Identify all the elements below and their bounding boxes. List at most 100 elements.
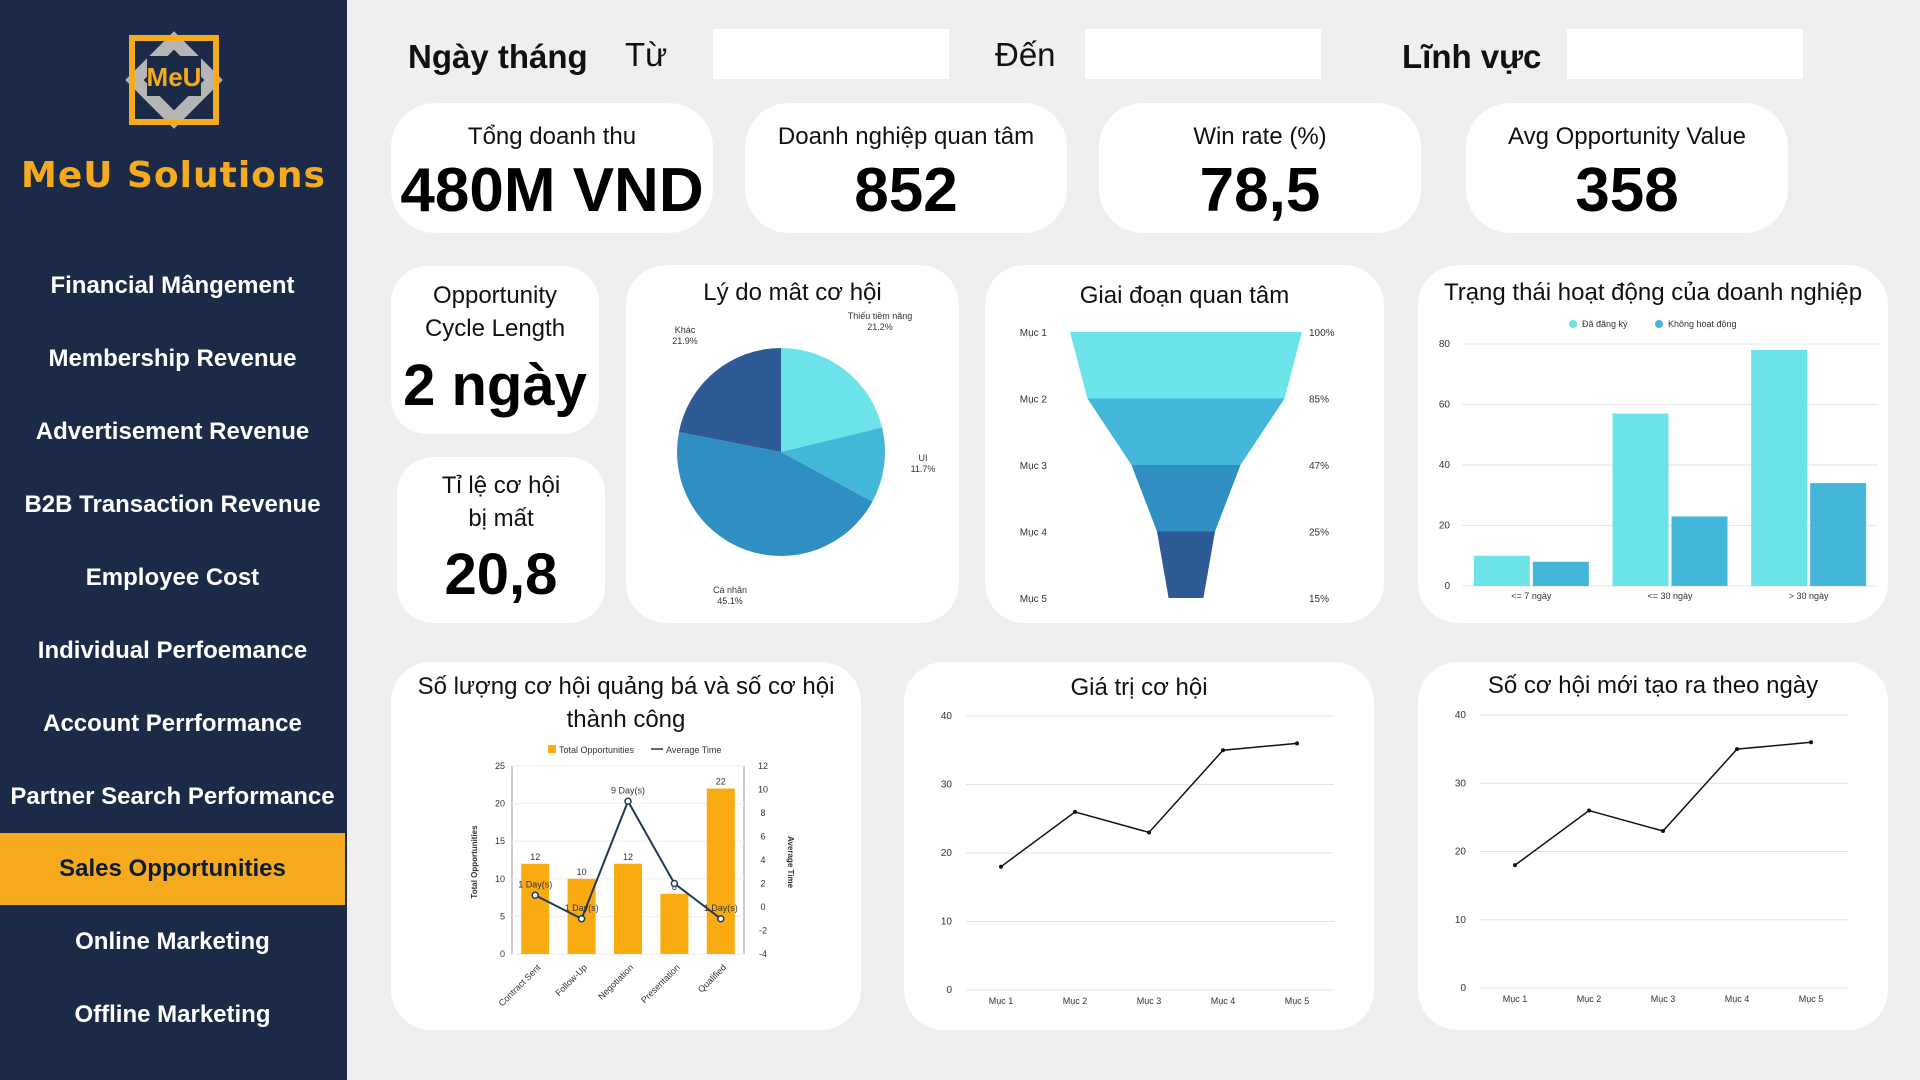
kpi-label: Cycle Length bbox=[424, 315, 566, 342]
funnel-segment bbox=[1087, 398, 1285, 465]
date-filter-label: Ngày tháng bbox=[408, 38, 588, 75]
bar-value-label: 10 bbox=[577, 867, 587, 877]
nav-partner-search-performance[interactable]: Partner Search Performance bbox=[10, 783, 335, 810]
x-tick-label: Mục 2 bbox=[1063, 996, 1088, 1006]
funnel-value-label: 25% bbox=[1309, 528, 1329, 539]
x-tick-label: Mục 1 bbox=[1503, 994, 1528, 1004]
y-right-tick-label: 6 bbox=[760, 832, 765, 842]
field-input[interactable] bbox=[1567, 29, 1803, 79]
chart-title: Giai đoạn quan tâm bbox=[1079, 282, 1290, 309]
y-left-tick-label: 10 bbox=[495, 874, 505, 884]
y-tick-label: 30 bbox=[1455, 778, 1467, 789]
bar bbox=[706, 788, 735, 954]
opportunity-combo-chart-card: Số lượng cơ hội quảng bá và số cơ hội th… bbox=[391, 662, 861, 1030]
x-tick-label: Mục 3 bbox=[1137, 996, 1162, 1006]
bar-value-label: 22 bbox=[716, 777, 726, 787]
y-tick-label: 0 bbox=[1460, 983, 1466, 994]
nav-financial-management[interactable]: Financial Mângement bbox=[50, 272, 295, 299]
line-point bbox=[670, 879, 679, 888]
chart-title: Số cơ hội mới tạo ra theo ngày bbox=[1487, 672, 1819, 699]
chart-title: Lý do mât cơ hội bbox=[703, 279, 882, 306]
legend-marker bbox=[1655, 320, 1663, 328]
x-tick-label: > 30 ngày bbox=[1789, 591, 1829, 601]
kpi-avg-opportunity-value: Avg Opportunity Value 358 bbox=[1466, 103, 1788, 233]
nav-individual-performance[interactable]: Individual Perfoemance bbox=[37, 637, 308, 664]
lost-reason-chart-card: Lý do mât cơ hội Thiếu tiềm năng 21.2% UI 1… bbox=[626, 265, 959, 623]
y-right-tick-label: 10 bbox=[758, 785, 768, 795]
nav-sales-opportunities[interactable]: Sales Opportunities bbox=[0, 833, 345, 905]
y-right-tick-label: 12 bbox=[758, 761, 768, 771]
x-tick-label: Mục 1 bbox=[989, 996, 1014, 1006]
field-filter-label: Lĩnh vực bbox=[1402, 38, 1542, 75]
line-point-label: 9 Day(s) bbox=[611, 785, 645, 795]
pie-slice-label: 21.9% bbox=[672, 336, 698, 346]
line-point bbox=[1073, 809, 1077, 814]
funnel-value-label: 15% bbox=[1309, 594, 1329, 605]
bar bbox=[1810, 483, 1867, 586]
new-opportunities-chart-card: Số cơ hội mới tạo ra theo ngày 0 10 20 30 40… bbox=[1418, 662, 1888, 1030]
kpi-label: Doanh nghiệp quan tâm bbox=[777, 123, 1035, 150]
kpi-value: 2 ngày bbox=[403, 353, 587, 418]
nav-employee-cost[interactable]: Employee Cost bbox=[85, 564, 260, 591]
y-tick-label: 40 bbox=[941, 711, 953, 722]
x-tick-label: Mục 4 bbox=[1211, 996, 1236, 1006]
brand-logo: MeU bbox=[108, 14, 240, 146]
legend-label: Average Time bbox=[666, 745, 721, 755]
line-point bbox=[531, 891, 539, 899]
kpi-label: Win rate (%) bbox=[1193, 123, 1327, 150]
y-right-tick-label: 4 bbox=[760, 855, 765, 865]
status-bar-chart: 0 20 40 60 80 Đã đăng ký Không hoạt động <= 7 n… bbox=[1439, 319, 1878, 601]
y-left-axis-label: Total Opportunities bbox=[470, 825, 479, 899]
line-point bbox=[1295, 741, 1299, 746]
y-left-tick-label: 0 bbox=[500, 949, 505, 959]
y-right-tick-label: 0 bbox=[760, 902, 765, 912]
funnel-segment bbox=[1070, 332, 1302, 399]
y-tick-label: 40 bbox=[1455, 710, 1467, 721]
funnel-segment bbox=[1131, 465, 1241, 532]
nav-advertisement-revenue[interactable]: Advertisement Revenue bbox=[35, 418, 310, 445]
y-tick-label: 10 bbox=[941, 917, 953, 928]
y-tick-label: 0 bbox=[946, 985, 952, 996]
bar-value-label: 12 bbox=[530, 852, 540, 862]
y-tick-label: 60 bbox=[1439, 400, 1451, 411]
nav-membership-revenue[interactable]: Membership Revenue bbox=[48, 345, 297, 372]
sidebar: MeU MeU Solutions Financial Mângement Me… bbox=[0, 0, 347, 1080]
nav-account-performance[interactable]: Account Perrformance bbox=[43, 710, 302, 737]
pie-slice-label: 11.7% bbox=[911, 464, 936, 474]
company-status-chart-card: Trạng thái hoạt động của doanh nghiệp 0 2… bbox=[1418, 265, 1888, 623]
y-tick-label: 10 bbox=[1455, 915, 1467, 926]
funnel-value-label: 85% bbox=[1309, 395, 1329, 406]
line-point bbox=[1147, 830, 1151, 835]
logo-text: MeU bbox=[147, 62, 202, 92]
y-tick-label: 40 bbox=[1439, 460, 1451, 471]
y-tick-label: 20 bbox=[941, 848, 953, 859]
pie-slice-name: Cá nhân bbox=[713, 585, 747, 595]
pie-slice bbox=[781, 427, 885, 502]
line-chart: 0 10 20 30 40 Mục 1 Mục 2 Mục 3 Mục 4 Mục 5 bbox=[941, 711, 1334, 1006]
nav-online-marketing[interactable]: Online Marketing bbox=[75, 928, 270, 955]
kpi-lost-opportunity-rate: Tỉ lệ cơ hội bị mất 20,8 bbox=[397, 457, 605, 623]
from-label: Từ bbox=[625, 36, 668, 73]
chart-title: Giá trị cơ hội bbox=[1070, 674, 1208, 701]
line-point bbox=[1735, 747, 1739, 752]
x-tick-label: <= 30 ngày bbox=[1647, 591, 1693, 601]
x-tick-label: Mục 4 bbox=[1725, 994, 1750, 1004]
kpi-label: bị mất bbox=[468, 505, 534, 532]
funnel-stage-label: Mục 4 bbox=[1020, 528, 1048, 539]
line-point bbox=[999, 864, 1003, 869]
y-right-tick-label: 2 bbox=[760, 879, 765, 889]
kpi-value: 852 bbox=[854, 156, 958, 225]
x-tick-label: Mục 3 bbox=[1651, 994, 1676, 1004]
nav-offline-marketing[interactable]: Offline Marketing bbox=[74, 1001, 271, 1028]
x-tick-label: Mục 5 bbox=[1799, 994, 1824, 1004]
funnel-value-label: 47% bbox=[1309, 461, 1329, 472]
from-date-input[interactable] bbox=[713, 29, 949, 79]
y-tick-label: 20 bbox=[1439, 521, 1451, 532]
pie-slice-name: Thiếu tiềm năng bbox=[848, 311, 913, 321]
kpi-label: Avg Opportunity Value bbox=[1508, 123, 1746, 150]
funnel-stage-label: Mục 3 bbox=[1020, 461, 1048, 472]
nav-b2b-transaction-revenue[interactable]: B2B Transaction Revenue bbox=[24, 491, 321, 518]
to-date-input[interactable] bbox=[1085, 29, 1321, 79]
combo-chart: 0 5 10 15 20 25 -4 -2 0 2 4 6 8 10 12 Total Opportuniti… bbox=[470, 745, 795, 1008]
